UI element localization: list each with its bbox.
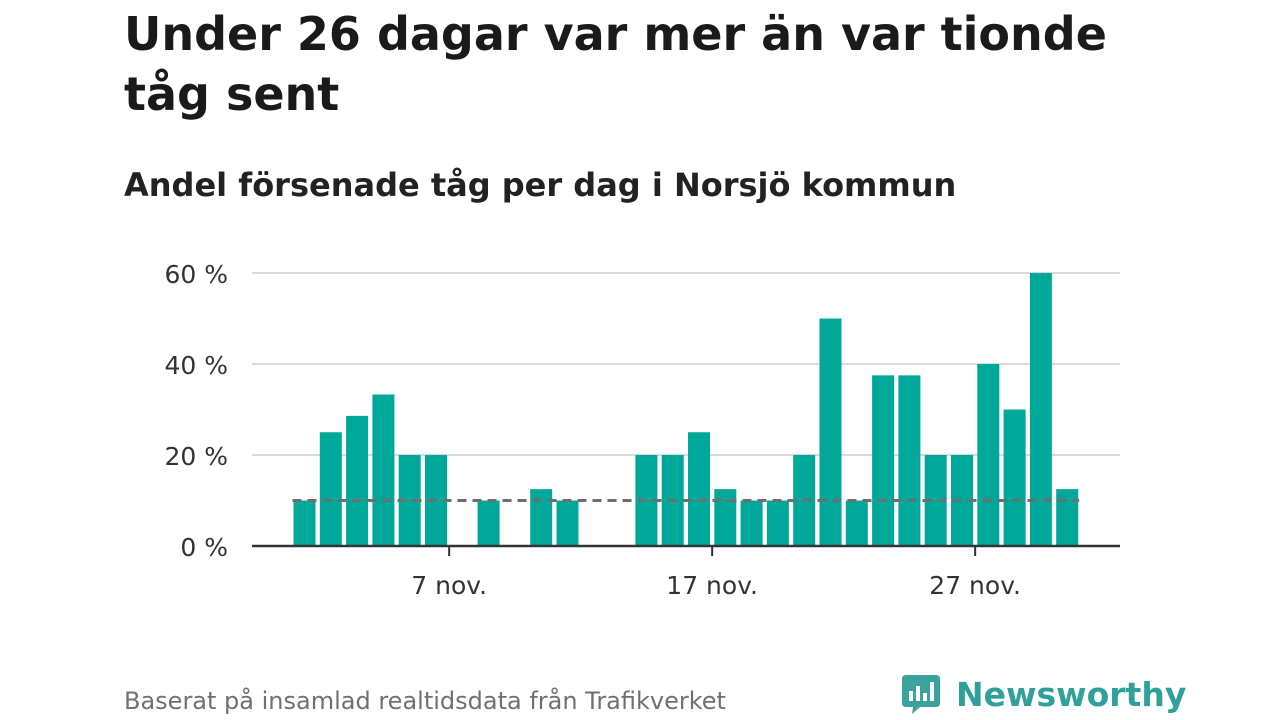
- bar: [819, 318, 842, 546]
- brand-logo: Newsworthy: [900, 670, 1186, 718]
- bar: [845, 500, 868, 546]
- y-tick-label: 40 %: [164, 351, 228, 380]
- source-note: Baserat på insamlad realtidsdata från Tr…: [124, 687, 726, 715]
- chart-title: Under 26 dagar var mer än var tionde tåg…: [124, 7, 1107, 121]
- bar: [924, 455, 947, 546]
- bar: [951, 455, 973, 546]
- y-tick-label: 20 %: [164, 442, 228, 471]
- x-tick-label: 17 nov.: [666, 571, 758, 600]
- newsworthy-chart-bubble-icon: [902, 675, 940, 714]
- chart-subtitle: Andel försenade tåg per dag i Norsjö kom…: [124, 166, 957, 204]
- bar: [477, 500, 500, 546]
- bar: [688, 432, 710, 546]
- bar: [293, 500, 316, 546]
- bar: [766, 500, 789, 546]
- bar: [1029, 273, 1052, 546]
- bar: [977, 364, 1000, 546]
- bar: [714, 489, 737, 546]
- y-tick-label: 60 %: [164, 260, 228, 289]
- brand-name: Newsworthy: [956, 674, 1187, 714]
- bar: [872, 375, 895, 546]
- bar: [740, 500, 763, 546]
- x-tick-label: 7 nov.: [411, 571, 487, 600]
- bar: [1056, 489, 1079, 546]
- bar: [556, 500, 579, 546]
- bar: [372, 394, 395, 546]
- x-tick-label: 27 nov.: [929, 571, 1021, 600]
- bar: [1003, 409, 1026, 546]
- bar: [898, 375, 921, 546]
- bar: [398, 455, 421, 546]
- bar: [346, 415, 369, 546]
- y-tick-label: 0 %: [180, 533, 228, 562]
- bar: [530, 489, 553, 546]
- bar: [319, 432, 342, 546]
